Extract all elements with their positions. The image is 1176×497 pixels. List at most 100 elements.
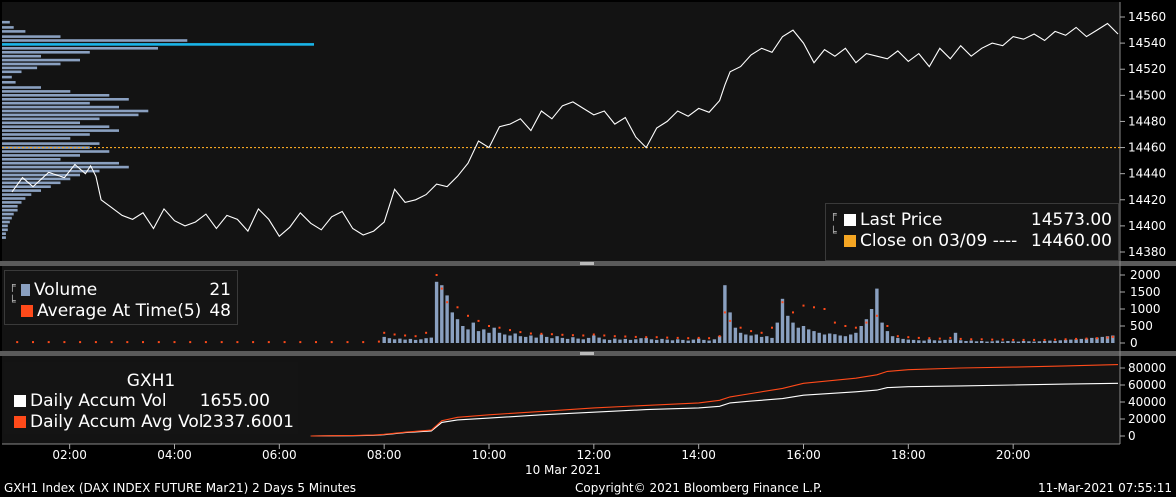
accum-y-ticks: 80000 60000 40000 20000 0 (1120, 361, 1166, 443)
volume-bar (917, 340, 921, 343)
volume-bar (896, 337, 900, 343)
last-price-line (11, 22, 1119, 238)
profile-bar (2, 70, 22, 74)
volume-bar (513, 333, 517, 343)
average-dot (613, 335, 616, 338)
average-dot (865, 321, 868, 324)
volume-bar (476, 331, 481, 343)
legend-accum-avg[interactable]: Daily Accum Avg Vol 2337.6001 (14, 412, 294, 432)
average-dot (456, 306, 459, 309)
volume-bar (723, 285, 727, 343)
volume-bar (1032, 341, 1036, 343)
profile-bar (2, 62, 61, 66)
volume-bar (1021, 341, 1026, 343)
average-dot (723, 311, 726, 314)
volume-label: Volume (34, 280, 98, 300)
average-dot (938, 337, 941, 340)
volume-value: 21 (209, 280, 231, 300)
average-dot (47, 341, 50, 344)
legend-accum-vol[interactable]: Daily Accum Vol 1655.00 (14, 391, 270, 411)
accum-vol-swatch (14, 395, 26, 407)
volume-bar (943, 339, 947, 343)
volume-bar (1063, 339, 1068, 343)
volume-bar (880, 322, 884, 343)
average-dot (377, 340, 380, 343)
legend-volume[interactable]: Volume 21 (21, 280, 231, 300)
average-dot (393, 333, 396, 336)
volume-bar (555, 336, 559, 343)
legend-bracket: ╒ (9, 279, 16, 292)
volume-bar (681, 339, 685, 343)
profile-bar (2, 117, 100, 121)
volume-bar (1053, 341, 1057, 343)
volume-bar (691, 339, 696, 343)
volume-bar (471, 322, 475, 343)
volume-bar (849, 334, 853, 343)
average-dot (252, 341, 255, 344)
average-dot (823, 308, 826, 310)
volume-bar (765, 336, 769, 343)
close-label: Close on 03/09 ---- (860, 231, 1018, 251)
profile-bar (2, 142, 100, 145)
x-tick-label: 12:00 (577, 448, 612, 462)
y-tick-label: 60000 (1128, 378, 1166, 392)
price-legend: ╒ ╘ Last Price 14573.00 Close on 03/09 -… (825, 203, 1119, 261)
volume-bar (807, 329, 811, 343)
volume-bar (1069, 339, 1073, 343)
profile-bar (2, 197, 26, 200)
average-dot (173, 341, 176, 344)
legend-close[interactable]: Close on 03/09 ---- 14460.00 (844, 231, 1112, 251)
profile-bar (2, 173, 80, 177)
profile-bar (2, 58, 80, 62)
volume-bar (503, 334, 507, 343)
footer-copyright: Copyright© 2021 Bloomberg Finance L.P. (575, 481, 823, 495)
legend-average[interactable]: Average At Time(5) 48 (21, 301, 231, 321)
volume-bar (728, 312, 732, 343)
average-dot (550, 333, 553, 336)
profile-bar (2, 121, 80, 125)
volume-bar (796, 327, 800, 343)
x-tick-label: 04:00 (157, 448, 192, 462)
x-tick-label: 10:00 (472, 448, 507, 462)
profile-bar (2, 30, 26, 33)
volume-bar (382, 336, 386, 343)
volume-bar (922, 340, 926, 343)
volume-bar (969, 340, 973, 343)
average-dot (928, 337, 931, 340)
volume-bar (560, 337, 565, 343)
volume-bar (1079, 338, 1083, 343)
volume-bar (482, 329, 486, 343)
average-dot (446, 301, 449, 304)
profile-bar (2, 81, 16, 84)
average-dot (126, 341, 129, 344)
average-dot (802, 304, 805, 307)
legend-last-price[interactable]: Last Price 14573.00 (844, 210, 1112, 230)
average-dot (582, 334, 585, 337)
volume-bar (859, 326, 863, 343)
y-tick-label: 14380 (1128, 245, 1166, 259)
average-dot (676, 336, 679, 339)
profile-bar (2, 169, 100, 173)
profile-bar (2, 228, 8, 232)
average-dot (1106, 336, 1109, 339)
splitter-grip-2[interactable] (580, 352, 594, 355)
profile-bar (2, 109, 149, 113)
last-price-swatch (844, 214, 856, 226)
average-dot (79, 341, 82, 344)
y-tick-label: 14440 (1128, 167, 1166, 181)
profile-bar (2, 193, 32, 196)
volume-bar (623, 338, 627, 343)
profile-bar (2, 189, 41, 192)
volume-bar (964, 341, 968, 343)
volume-bar (885, 331, 890, 343)
average-dot (697, 336, 700, 339)
average-dot (813, 306, 815, 309)
x-tick-label: 06:00 (262, 448, 297, 462)
average-dot (425, 331, 428, 334)
volume-bar (712, 339, 717, 343)
y-tick-label: 0 (1130, 336, 1138, 350)
splitter-grip-1[interactable] (580, 262, 594, 265)
average-dot (1022, 338, 1025, 341)
volume-bar (1084, 338, 1089, 343)
y-tick-label: 14480 (1128, 114, 1166, 128)
